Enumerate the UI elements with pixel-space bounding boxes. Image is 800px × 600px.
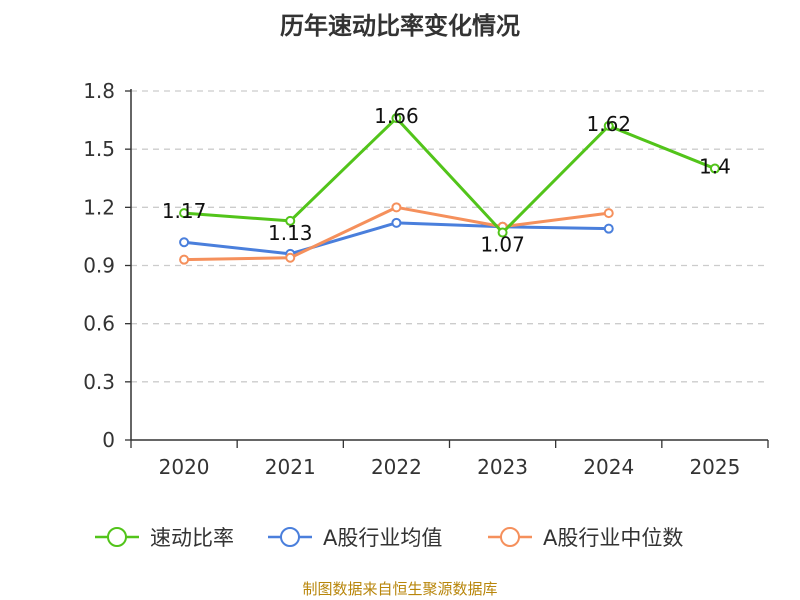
legend-marker-icon (107, 527, 127, 547)
y-tick-label: 0.9 (83, 254, 115, 278)
y-tick-label: 0 (102, 428, 115, 452)
data-point[interactable] (391, 202, 402, 213)
data-label: 1.66 (374, 104, 419, 128)
data-point[interactable] (603, 208, 614, 219)
legend-item-0[interactable]: 速动比率 (95, 526, 234, 550)
legend-label: A股行业均值 (323, 526, 442, 550)
axes (125, 89, 769, 448)
series-line-0 (183, 116, 716, 235)
y-tick-label: 1.5 (83, 137, 115, 161)
data-labels: 1.17 1.13 1.66 1.07 1.62 1.4 (162, 104, 731, 256)
y-tick-label: 1.2 (83, 195, 115, 219)
legend-label: A股行业中位数 (543, 526, 683, 550)
data-point[interactable] (285, 215, 296, 226)
x-tick-label: 2022 (371, 455, 422, 479)
legend[interactable]: 速动比率 A股行业均值 A股行业中位数 (95, 526, 683, 550)
x-tick-label: 2025 (689, 455, 740, 479)
series-line-2 (184, 205, 609, 262)
data-point[interactable] (709, 163, 720, 174)
y-tick-label: 0.6 (83, 312, 115, 336)
data-label: 1.4 (699, 155, 731, 179)
x-tick-label: 2023 (477, 455, 528, 479)
x-tick-label: 2020 (159, 455, 210, 479)
x-tick-label: 2021 (265, 455, 316, 479)
y-axis-ticks: 0 0.3 0.6 0.9 1.2 1.5 1.8 (83, 79, 115, 452)
legend-item-2[interactable]: A股行业中位数 (488, 526, 683, 550)
legend-marker-icon (500, 527, 520, 547)
data-point[interactable] (179, 208, 190, 219)
legend-marker-icon (280, 527, 300, 547)
x-tick-label: 2024 (583, 455, 634, 479)
legend-label: 速动比率 (150, 526, 234, 550)
data-label: 1.17 (162, 199, 207, 223)
data-label: 1.07 (480, 233, 525, 257)
data-point[interactable] (391, 113, 402, 124)
data-point[interactable] (603, 120, 614, 131)
data-point[interactable] (391, 217, 402, 228)
y-tick-label: 1.8 (83, 79, 115, 103)
legend-item-1[interactable]: A股行业均值 (268, 526, 442, 550)
y-tick-label: 0.3 (83, 370, 115, 394)
data-label: 1.62 (586, 112, 631, 136)
chart-title: 历年速动比率变化情况 (280, 12, 520, 40)
data-point[interactable] (603, 223, 614, 234)
grid-lines (131, 90, 768, 383)
data-point[interactable] (497, 227, 508, 238)
source-note: 制图数据来自恒生聚源数据库 (302, 580, 497, 598)
series-layer (179, 113, 720, 265)
data-point[interactable] (179, 237, 190, 248)
data-point[interactable] (285, 252, 296, 263)
data-point[interactable] (179, 254, 190, 265)
x-axis-ticks: 2020 2021 2022 2023 2024 2025 (159, 455, 741, 479)
data-label: 1.13 (268, 221, 313, 245)
